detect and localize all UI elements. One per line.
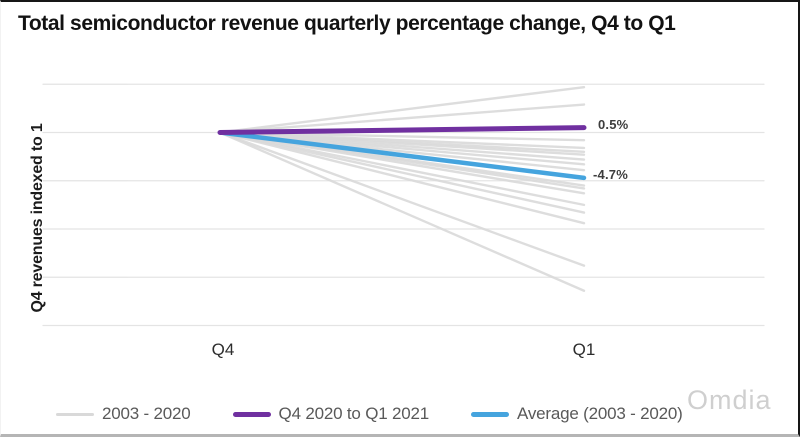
legend-label-q4-2020: Q4 2020 to Q1 2021 [278, 404, 430, 423]
legend-label-average: Average (2003 - 2020) [517, 404, 683, 423]
chart-title: Total semiconductor revenue quarterly pe… [18, 12, 676, 35]
x-axis-label-q4: Q4 [211, 340, 235, 359]
legend: 2003 - 2020 Q4 2020 to Q1 2021 Average (… [56, 401, 683, 427]
legend-swatch-blue [471, 411, 510, 417]
omdia-watermark: Omdia [687, 385, 772, 415]
legend-label-historical: 2003 - 2020 [102, 404, 191, 423]
legend-item-q4-2020: Q4 2020 to Q1 2021 [232, 404, 430, 424]
legend-swatch-gray [56, 412, 94, 416]
x-axis-label-q1: Q1 [572, 340, 596, 359]
blue-series-end-label: -4.7% [593, 167, 628, 182]
purple-series-end-label: 0.5% [598, 117, 629, 132]
legend-item-average: Average (2003 - 2020) [471, 404, 683, 424]
legend-swatch-purple [232, 411, 271, 417]
legend-item-historical: 2003 - 2020 [56, 404, 191, 424]
